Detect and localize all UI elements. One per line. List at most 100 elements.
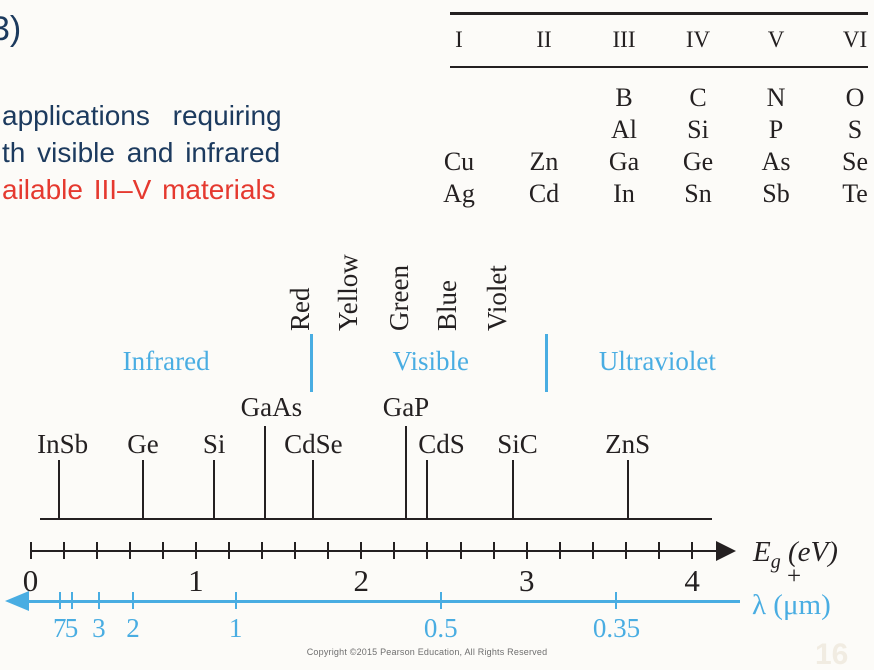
table-top-rule bbox=[450, 12, 868, 15]
region-divider bbox=[310, 334, 314, 392]
wavelength-axis-line bbox=[13, 600, 740, 603]
energy-axis-label-subscript: g bbox=[770, 550, 781, 573]
periodic-element: Ge bbox=[682, 147, 714, 176]
energy-axis-tick bbox=[393, 542, 396, 559]
material-tick-line bbox=[312, 460, 315, 519]
energy-axis-tick bbox=[62, 542, 65, 559]
periodic-element: Sn bbox=[684, 179, 712, 208]
energy-axis-tick bbox=[327, 542, 330, 559]
region-divider bbox=[545, 334, 549, 392]
periodic-group-header: III bbox=[612, 27, 636, 52]
energy-axis-tick bbox=[658, 542, 661, 559]
periodic-element: Cd bbox=[528, 179, 560, 208]
periodic-element: Te bbox=[842, 179, 868, 208]
energy-axis-tick-label: 3 bbox=[518, 563, 535, 598]
plus-sign: + bbox=[786, 563, 802, 590]
material-label: GaAs bbox=[240, 392, 303, 422]
material-tick-line bbox=[626, 460, 629, 519]
periodic-element: As bbox=[761, 147, 791, 176]
material-tick-line bbox=[57, 460, 60, 519]
energy-axis-tick bbox=[294, 542, 297, 559]
periodic-element: C bbox=[689, 83, 707, 112]
periodic-element: N bbox=[766, 83, 786, 112]
energy-axis-tick bbox=[558, 542, 561, 559]
material-label: CdS bbox=[418, 429, 465, 459]
region-label: Infrared bbox=[122, 346, 210, 376]
wavelength-axis-tick-label: 3 bbox=[92, 613, 106, 643]
wavelength-axis-tick-label: 5 bbox=[64, 613, 79, 643]
slide-number-fragment: 3) bbox=[0, 10, 22, 48]
wavelength-axis-tick-label: 7 bbox=[53, 613, 67, 643]
energy-axis-tick bbox=[227, 542, 230, 559]
spectrum-color-label: Yellow bbox=[332, 254, 363, 331]
copyright-notice: Copyright ©2015 Pearson Education, All R… bbox=[306, 647, 548, 657]
wavelength-axis-tick bbox=[439, 592, 442, 609]
page-number-watermark: 16 bbox=[815, 638, 849, 670]
wavelength-axis-tick bbox=[70, 592, 73, 609]
energy-axis-label-unit: (eV) bbox=[780, 536, 838, 568]
energy-axis-label: Eg (eV) bbox=[753, 536, 838, 574]
wavelength-axis-tick bbox=[97, 592, 100, 609]
energy-axis-label-symbol: E bbox=[753, 536, 771, 568]
energy-axis-tick bbox=[95, 542, 98, 559]
spectrum-color-label: Red bbox=[284, 287, 315, 332]
spectrum-color-label: Blue bbox=[432, 280, 463, 331]
periodic-element: Ag bbox=[443, 179, 475, 208]
material-label: ZnS bbox=[605, 429, 651, 459]
wavelength-axis-tick bbox=[132, 592, 135, 609]
energy-axis-tick-label: 0 bbox=[22, 563, 39, 598]
spectrum-color-label: Green bbox=[384, 265, 415, 331]
periodic-element: Al bbox=[611, 115, 637, 144]
energy-axis-tick bbox=[459, 542, 462, 559]
energy-axis-tick-label: 1 bbox=[188, 563, 204, 598]
energy-axis-tick bbox=[360, 542, 363, 559]
periodic-element: S bbox=[847, 115, 863, 144]
region-label: Ultraviolet bbox=[598, 346, 716, 376]
periodic-element: P bbox=[768, 115, 784, 144]
material-label: InSb bbox=[37, 429, 89, 459]
material-label: CdSe bbox=[284, 429, 343, 459]
energy-axis-tick bbox=[624, 542, 627, 559]
energy-axis-tick bbox=[591, 542, 594, 559]
material-tick-line bbox=[141, 460, 144, 519]
periodic-group-header: V bbox=[767, 27, 785, 52]
energy-axis-tick bbox=[29, 542, 32, 559]
periodic-element: Se bbox=[842, 147, 868, 176]
energy-axis-tick bbox=[426, 542, 429, 559]
periodic-group-header: VI bbox=[842, 27, 868, 52]
body-text-line-2: th visible and infrared bbox=[2, 137, 281, 168]
periodic-element: Zn bbox=[529, 147, 559, 176]
periodic-element: Ga bbox=[608, 147, 640, 176]
energy-axis-tick-label: 2 bbox=[353, 563, 370, 598]
periodic-group-header: I bbox=[455, 27, 463, 52]
energy-axis-tick bbox=[128, 542, 131, 559]
region-label: Visible bbox=[392, 346, 469, 376]
energy-axis-tick bbox=[194, 542, 197, 559]
wavelength-axis-tick bbox=[615, 592, 618, 609]
periodic-element: B bbox=[615, 83, 633, 112]
energy-axis-tick bbox=[525, 542, 528, 559]
wavelength-axis-tick-label: 1 bbox=[228, 613, 243, 643]
material-tick-line bbox=[213, 460, 216, 519]
wavelength-axis-tick bbox=[58, 592, 61, 609]
periodic-group-header: IV bbox=[685, 27, 711, 52]
material-label: Si bbox=[202, 429, 226, 459]
material-tick-line bbox=[512, 460, 515, 519]
wavelength-axis-tick-label: 0.35 bbox=[592, 613, 641, 643]
material-label: Ge bbox=[127, 429, 159, 459]
periodic-element: Sb bbox=[762, 179, 790, 208]
periodic-element: Cu bbox=[443, 147, 475, 176]
spectrum-color-label: Violet bbox=[481, 265, 512, 331]
energy-axis-tick bbox=[691, 542, 694, 559]
periodic-element: O bbox=[845, 83, 865, 112]
material-label: SiC bbox=[497, 429, 538, 459]
energy-axis-tick bbox=[492, 542, 495, 559]
periodic-element: In bbox=[613, 179, 635, 208]
body-text-line-3-highlight: ailable III–V materials bbox=[2, 174, 276, 205]
periodic-element: Si bbox=[687, 115, 709, 144]
body-text-line-1: applications requiring bbox=[2, 100, 282, 131]
energy-axis-arrow-icon bbox=[716, 541, 736, 561]
wavelength-axis-tick-label: 2 bbox=[126, 613, 140, 643]
wavelength-axis-tick bbox=[234, 592, 237, 609]
